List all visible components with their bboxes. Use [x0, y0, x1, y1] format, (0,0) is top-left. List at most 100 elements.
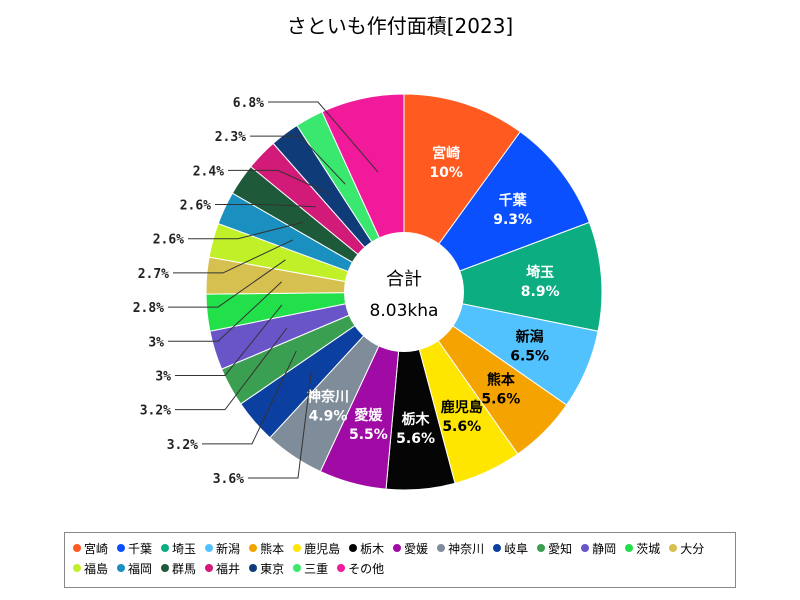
leader-line: [175, 327, 288, 411]
slice-percent-label: 5.6%: [396, 431, 435, 447]
legend-item: 群馬: [161, 558, 196, 578]
slice-percent-label: 5.6%: [481, 391, 520, 407]
slice-percent-label: 3.2%: [140, 404, 171, 419]
legend-item: 熊本: [249, 538, 284, 558]
legend-swatch: [437, 544, 446, 552]
legend-item: 栃木: [349, 538, 384, 558]
legend-label: 新潟: [216, 541, 241, 556]
legend-swatch: [349, 544, 358, 552]
legend-item: 神奈川: [437, 538, 484, 558]
leader-line: [173, 239, 294, 274]
legend-label: 福島: [84, 561, 109, 576]
legend-label: 鹿児島: [304, 541, 341, 556]
slice-percent-label: 2.4%: [193, 164, 224, 179]
legend-item: 東京: [249, 558, 284, 578]
legend-label: 愛媛: [404, 541, 429, 556]
legend-swatch: [161, 544, 170, 552]
legend-swatch: [117, 564, 126, 572]
pie-slice: [402, 131, 590, 294]
slice-percent-label: 3%: [148, 335, 164, 350]
legend: 宮崎 千葉 埼玉 新潟 熊本 鹿児島 栃木 愛媛 神奈川 岐阜 愛知 静岡 茨城 大分福島 福岡 群馬 福井 東京…: [64, 532, 736, 588]
slice-name-label: 鹿児島: [440, 399, 483, 416]
legend-swatch: [493, 544, 502, 552]
slice-percent-label: 2.7%: [138, 267, 169, 282]
legend-swatch: [73, 544, 81, 552]
slice-name-label: 埼玉: [526, 264, 554, 281]
legend-label: 埼玉: [172, 541, 197, 556]
legend-item: 三重: [293, 558, 328, 578]
legend-item: 宮崎: [73, 538, 108, 558]
legend-item: その他: [337, 558, 384, 578]
leader-line: [248, 372, 312, 479]
legend-item: 千葉: [117, 538, 152, 558]
legend-label: 熊本: [260, 541, 285, 556]
legend-label: 大分: [680, 541, 705, 556]
legend-item: 福岡: [117, 558, 152, 578]
legend-label: 群馬: [172, 561, 197, 576]
pie-slice: [402, 221, 603, 332]
slice-name-label: 栃木: [402, 411, 431, 428]
legend-swatch: [73, 564, 81, 572]
slice-percent-label: 4.9%: [309, 409, 348, 425]
legend-swatch: [581, 544, 590, 552]
leader-line: [168, 259, 286, 308]
legend-item: 鹿児島: [293, 538, 340, 558]
legend-swatch: [393, 544, 402, 552]
legend-label: 宮崎: [84, 541, 109, 556]
legend-swatch: [537, 544, 546, 552]
center-value: 8.03kha: [370, 301, 439, 321]
legend-swatch: [205, 564, 214, 572]
leader-line: [215, 204, 316, 208]
legend-swatch: [117, 544, 126, 552]
donut-hole: [344, 232, 464, 352]
slice-percent-label: 2.3%: [215, 130, 246, 145]
slice-percent-label: 2.6%: [153, 233, 184, 248]
legend-item: 埼玉: [161, 538, 196, 558]
legend-item: 岐阜: [493, 538, 528, 558]
slice-percent-label: 3%: [155, 369, 171, 384]
slice-percent-label: 8.9%: [521, 284, 560, 300]
slice-percent-label: 5.5%: [349, 427, 388, 443]
legend-label: 神奈川: [448, 541, 485, 556]
slice-percent-label: 5.6%: [442, 419, 481, 435]
legend-item: 新潟: [205, 538, 240, 558]
leader-line: [188, 221, 304, 240]
legend-swatch: [293, 564, 302, 572]
slice-percent-label: 6.5%: [510, 349, 549, 365]
slice-name-label: 新潟: [516, 329, 544, 346]
leader-line: [250, 135, 346, 185]
legend-item: 静岡: [581, 538, 616, 558]
slice-percent-label: 10%: [429, 165, 463, 181]
legend-label: その他: [348, 561, 385, 576]
slice-percent-label: 6.8%: [233, 96, 264, 111]
slice-name-label: 神奈川: [307, 389, 349, 406]
slice-name-label: 愛媛: [354, 407, 383, 424]
slice-percent-label: 2.8%: [133, 301, 164, 316]
legend-item: 福島: [73, 558, 108, 578]
legend-items: 宮崎 千葉 埼玉 新潟 熊本 鹿児島 栃木 愛媛 神奈川 岐阜 愛知 静岡 茨城 大分福島 福岡 群馬 福井 東京…: [73, 538, 727, 578]
legend-swatch: [337, 564, 346, 572]
leader-line: [202, 350, 297, 445]
center-title: 合計: [386, 269, 422, 290]
slice-name-label: 千葉: [499, 192, 528, 209]
legend-label: 福岡: [128, 561, 153, 576]
legend-swatch: [249, 544, 258, 552]
legend-label: 千葉: [128, 541, 153, 556]
slice-percent-label: 2.6%: [180, 199, 211, 214]
chart-title: さといも作付面積[2023]: [287, 14, 514, 38]
legend-label: 三重: [304, 561, 329, 576]
legend-label: 福井: [216, 561, 241, 576]
legend-item: 愛知: [537, 538, 572, 558]
legend-label: 愛知: [548, 541, 573, 556]
legend-swatch: [249, 564, 258, 572]
legend-swatch: [161, 564, 170, 572]
legend-label: 茨城: [636, 541, 661, 556]
leader-line: [268, 101, 379, 173]
legend-item: 大分: [669, 538, 704, 558]
slice-name-label: 宮崎: [432, 145, 460, 162]
legend-label: 栃木: [360, 541, 385, 556]
legend-item: 愛媛: [393, 538, 428, 558]
slice-name-label: 熊本: [487, 371, 516, 388]
legend-swatch: [205, 544, 214, 552]
